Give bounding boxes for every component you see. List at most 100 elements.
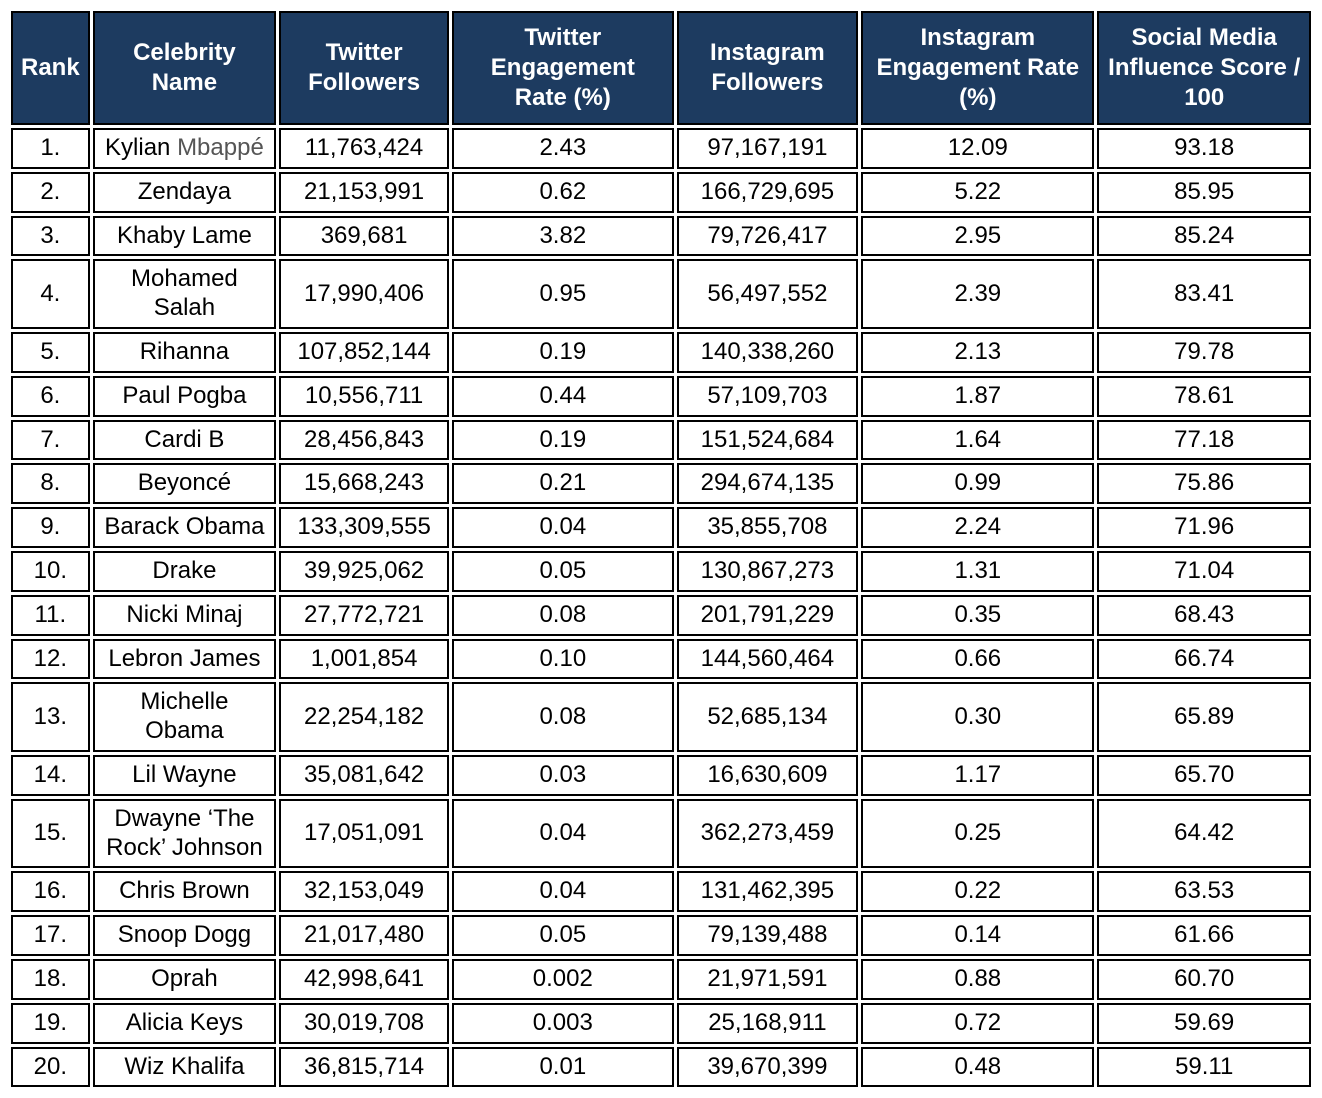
cell-twitter_followers: 369,681	[279, 216, 449, 257]
cell-name: Nicki Minaj	[93, 595, 276, 636]
cell-name: Lebron James	[93, 639, 276, 680]
cell-twitter_followers: 1,001,854	[279, 639, 449, 680]
table-row: 7.Cardi B28,456,8430.19151,524,6841.6477…	[11, 420, 1311, 461]
cell-twitter_engagement: 2.43	[452, 128, 674, 169]
cell-rank: 8.	[11, 463, 90, 504]
cell-score: 61.66	[1097, 915, 1311, 956]
cell-score: 75.86	[1097, 463, 1311, 504]
col-rank: Rank	[11, 11, 90, 125]
cell-twitter_engagement: 0.44	[452, 376, 674, 417]
cell-twitter_engagement: 3.82	[452, 216, 674, 257]
cell-instagram_engagement: 5.22	[861, 172, 1094, 213]
table-row: 1.Kylian Mbappé11,763,4242.4397,167,1911…	[11, 128, 1311, 169]
cell-instagram_followers: 140,338,260	[677, 332, 859, 373]
table-row: 19.Alicia Keys30,019,7080.00325,168,9110…	[11, 1003, 1311, 1044]
cell-instagram_followers: 97,167,191	[677, 128, 859, 169]
cell-twitter_followers: 21,017,480	[279, 915, 449, 956]
table-row: 3.Khaby Lame369,6813.8279,726,4172.9585.…	[11, 216, 1311, 257]
cell-name: Wiz Khalifa	[93, 1047, 276, 1088]
cell-instagram_engagement: 0.14	[861, 915, 1094, 956]
cell-score: 79.78	[1097, 332, 1311, 373]
cell-twitter_engagement: 0.62	[452, 172, 674, 213]
cell-twitter_followers: 15,668,243	[279, 463, 449, 504]
table-row: 13.Michelle Obama22,254,1820.0852,685,13…	[11, 682, 1311, 752]
cell-rank: 3.	[11, 216, 90, 257]
cell-instagram_engagement: 2.39	[861, 259, 1094, 329]
cell-instagram_followers: 25,168,911	[677, 1003, 859, 1044]
table-row: 14.Lil Wayne35,081,6420.0316,630,6091.17…	[11, 755, 1311, 796]
header-row: Rank Celebrity Name Twitter Followers Tw…	[11, 11, 1311, 125]
cell-score: 71.04	[1097, 551, 1311, 592]
cell-name: Mohamed Salah	[93, 259, 276, 329]
cell-instagram_followers: 166,729,695	[677, 172, 859, 213]
cell-rank: 6.	[11, 376, 90, 417]
cell-score: 85.24	[1097, 216, 1311, 257]
cell-name: Barack Obama	[93, 507, 276, 548]
col-igf: Instagram Followers	[677, 11, 859, 125]
cell-instagram_followers: 130,867,273	[677, 551, 859, 592]
cell-name: Michelle Obama	[93, 682, 276, 752]
cell-instagram_engagement: 0.30	[861, 682, 1094, 752]
cell-name: Rihanna	[93, 332, 276, 373]
cell-twitter_followers: 35,081,642	[279, 755, 449, 796]
cell-twitter_followers: 36,815,714	[279, 1047, 449, 1088]
cell-twitter_followers: 11,763,424	[279, 128, 449, 169]
cell-instagram_followers: 131,462,395	[677, 871, 859, 912]
cell-twitter_followers: 17,990,406	[279, 259, 449, 329]
cell-instagram_followers: 21,971,591	[677, 959, 859, 1000]
cell-rank: 14.	[11, 755, 90, 796]
cell-rank: 18.	[11, 959, 90, 1000]
cell-instagram_followers: 52,685,134	[677, 682, 859, 752]
cell-twitter_engagement: 0.19	[452, 420, 674, 461]
cell-twitter_followers: 28,456,843	[279, 420, 449, 461]
cell-instagram_engagement: 1.87	[861, 376, 1094, 417]
cell-instagram_engagement: 2.13	[861, 332, 1094, 373]
table-row: 6.Paul Pogba10,556,7110.4457,109,7031.87…	[11, 376, 1311, 417]
table-row: 15.Dwayne ‘The Rock’ Johnson17,051,0910.…	[11, 799, 1311, 869]
cell-rank: 5.	[11, 332, 90, 373]
cell-twitter_engagement: 0.10	[452, 639, 674, 680]
cell-instagram_engagement: 0.22	[861, 871, 1094, 912]
cell-twitter_engagement: 0.04	[452, 871, 674, 912]
cell-instagram_engagement: 1.31	[861, 551, 1094, 592]
cell-twitter_followers: 32,153,049	[279, 871, 449, 912]
cell-instagram_engagement: 0.99	[861, 463, 1094, 504]
cell-score: 64.42	[1097, 799, 1311, 869]
cell-name: Lil Wayne	[93, 755, 276, 796]
cell-rank: 15.	[11, 799, 90, 869]
cell-score: 83.41	[1097, 259, 1311, 329]
cell-twitter_engagement: 0.21	[452, 463, 674, 504]
cell-rank: 7.	[11, 420, 90, 461]
cell-instagram_engagement: 0.88	[861, 959, 1094, 1000]
cell-twitter_engagement: 0.01	[452, 1047, 674, 1088]
cell-name: Khaby Lame	[93, 216, 276, 257]
table-body: 1.Kylian Mbappé11,763,4242.4397,167,1911…	[11, 128, 1311, 1087]
cell-twitter_engagement: 0.04	[452, 799, 674, 869]
cell-instagram_engagement: 0.66	[861, 639, 1094, 680]
cell-rank: 1.	[11, 128, 90, 169]
cell-score: 68.43	[1097, 595, 1311, 636]
cell-score: 71.96	[1097, 507, 1311, 548]
table-row: 20.Wiz Khalifa36,815,7140.0139,670,3990.…	[11, 1047, 1311, 1088]
cell-twitter_followers: 30,019,708	[279, 1003, 449, 1044]
table-row: 5.Rihanna107,852,1440.19140,338,2602.137…	[11, 332, 1311, 373]
cell-score: 60.70	[1097, 959, 1311, 1000]
cell-instagram_engagement: 0.72	[861, 1003, 1094, 1044]
table-row: 2.Zendaya21,153,9910.62166,729,6955.2285…	[11, 172, 1311, 213]
cell-twitter_engagement: 0.95	[452, 259, 674, 329]
table-row: 4.Mohamed Salah17,990,4060.9556,497,5522…	[11, 259, 1311, 329]
cell-instagram_followers: 79,726,417	[677, 216, 859, 257]
cell-rank: 16.	[11, 871, 90, 912]
cell-rank: 19.	[11, 1003, 90, 1044]
cell-instagram_followers: 16,630,609	[677, 755, 859, 796]
cell-instagram_followers: 201,791,229	[677, 595, 859, 636]
cell-instagram_followers: 362,273,459	[677, 799, 859, 869]
col-name: Celebrity Name	[93, 11, 276, 125]
cell-twitter_followers: 22,254,182	[279, 682, 449, 752]
influence-table: Rank Celebrity Name Twitter Followers Tw…	[8, 8, 1314, 1090]
cell-score: 59.69	[1097, 1003, 1311, 1044]
cell-instagram_engagement: 1.17	[861, 755, 1094, 796]
cell-instagram_followers: 35,855,708	[677, 507, 859, 548]
cell-rank: 9.	[11, 507, 90, 548]
col-iger: Instagram Engagement Rate (%)	[861, 11, 1094, 125]
